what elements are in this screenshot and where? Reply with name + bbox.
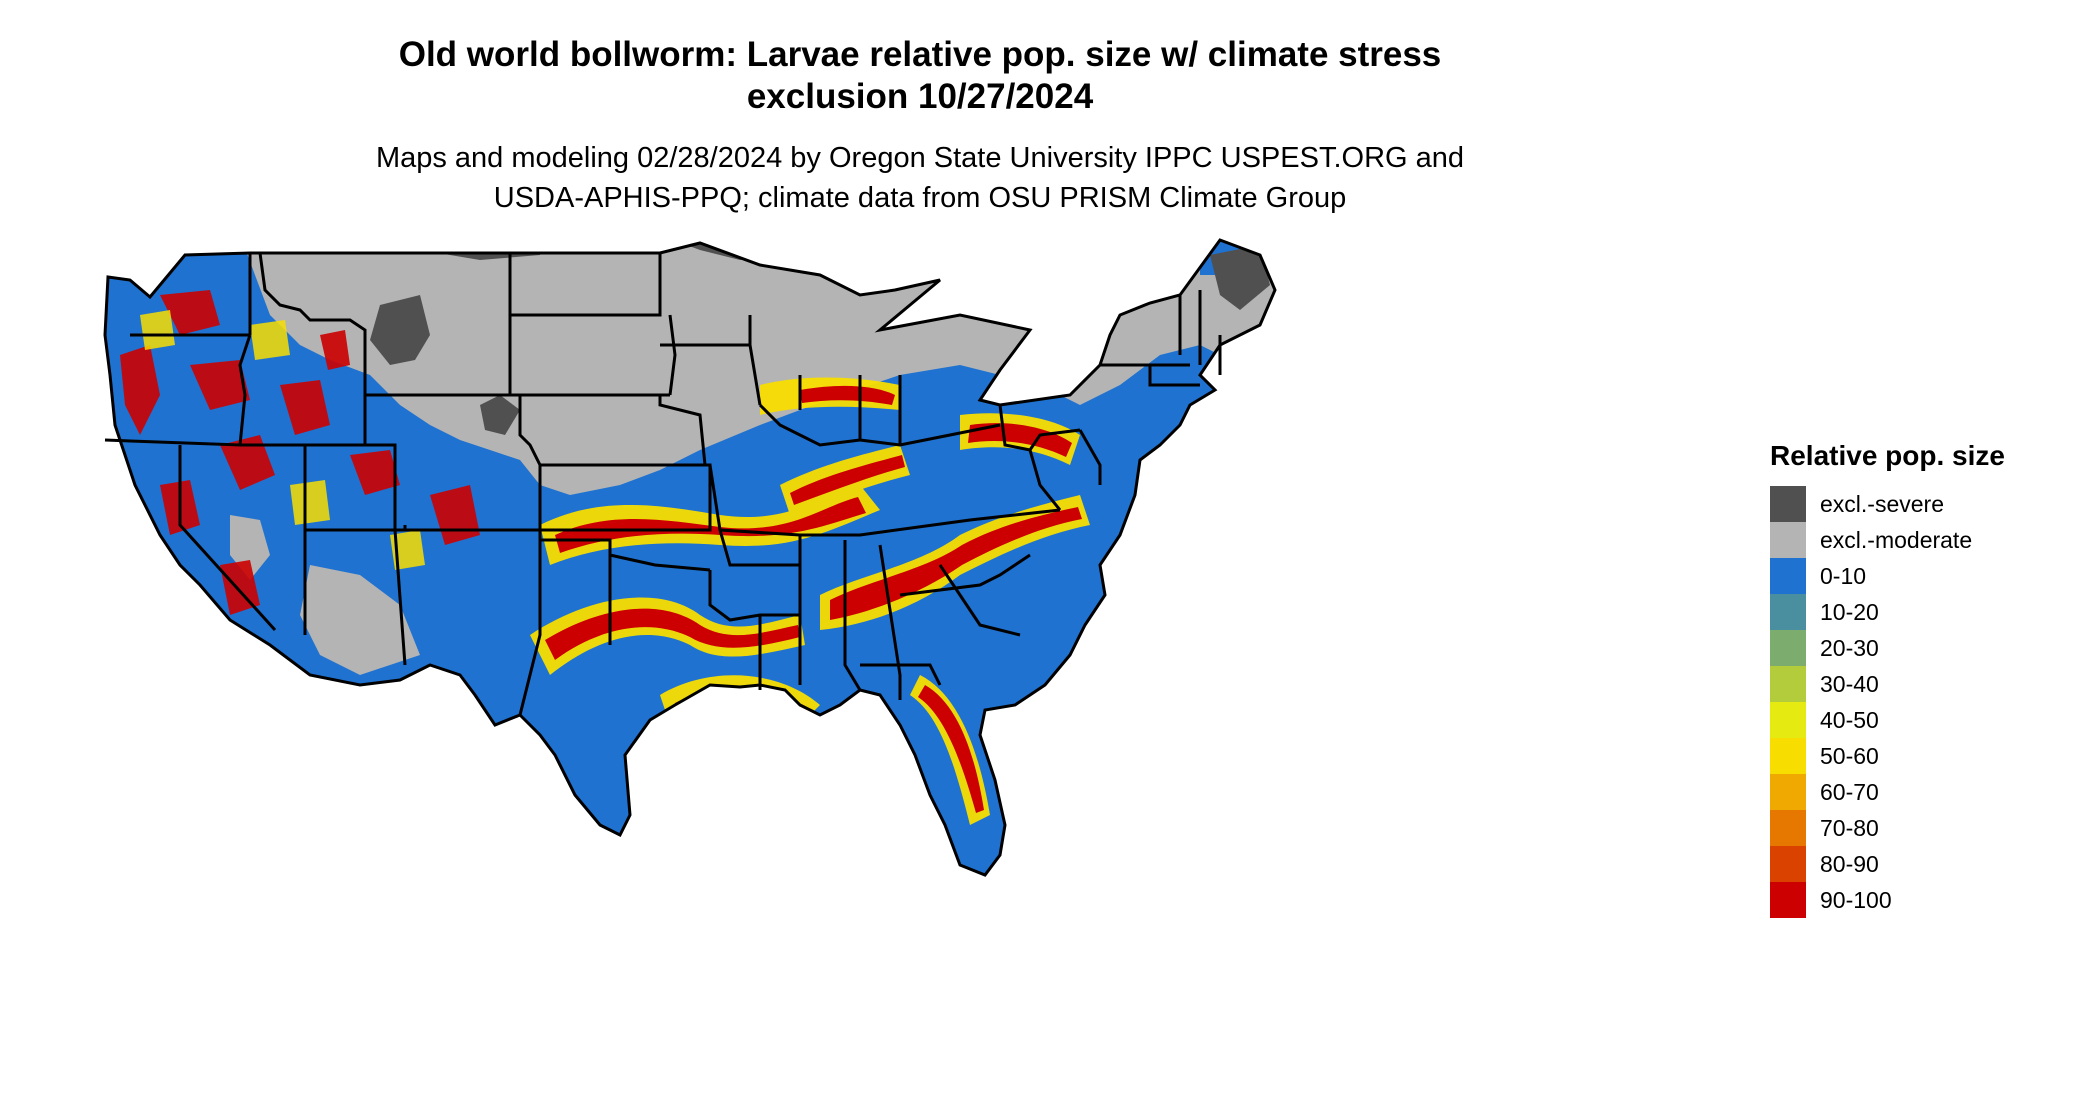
legend-item: excl.-severe [1770,486,2070,522]
legend-item: 80-90 [1770,846,2070,882]
legend-label: 70-80 [1820,814,1879,841]
legend-swatch [1770,630,1806,666]
legend-label: 90-100 [1820,886,1892,913]
legend-swatch [1770,738,1806,774]
legend-title: Relative pop. size [1770,440,2005,471]
legend-item: 20-30 [1770,630,2070,666]
title-line-1: Old world bollworm: Larvae relative pop.… [398,35,1442,74]
legend-swatch [1770,522,1806,558]
state-boundaries [103,238,1277,877]
legend-swatch [1770,486,1806,522]
legend-swatch [1770,558,1806,594]
legend-items: excl.-severe excl.-moderate 0-10 10-20 20-30… [1770,486,2070,918]
conus-map [103,238,1277,877]
legend-item: 30-40 [1770,666,2070,702]
legend-swatch [1770,810,1806,846]
subtitle-line-2: USDA-APHIS-PPQ; climate data from OSU PR… [493,182,1347,214]
legend: Relative pop. size excl.-severe excl.-mod… [1770,440,2070,918]
legend-label: 40-50 [1820,706,1879,733]
legend-item: 60-70 [1770,774,2070,810]
legend-swatch [1770,594,1806,630]
legend-label: 80-90 [1820,850,1879,877]
map-subtitle: Maps and modeling 02/28/2024 by Oregon S… [0,138,1840,218]
legend-swatch [1770,774,1806,810]
legend-label: 0-10 [1820,562,1867,589]
map-title: Old world bollworm: Larvae relative pop.… [0,34,1840,118]
subtitle-line-1: Maps and modeling 02/28/2024 by Oregon S… [375,142,1465,174]
legend-label: 50-60 [1820,742,1879,769]
legend-item: excl.-moderate [1770,522,2070,558]
legend-label: excl.-severe [1820,490,1944,517]
legend-swatch [1770,882,1806,918]
legend-item: 10-20 [1770,594,2070,630]
legend-label: 60-70 [1820,778,1879,805]
legend-item: 90-100 [1770,882,2070,918]
legend-label: 10-20 [1820,598,1879,625]
legend-swatch [1770,846,1806,882]
legend-item: 0-10 [1770,558,2070,594]
title-line-2: exclusion 10/27/2024 [746,77,1094,116]
legend-label: excl.-moderate [1820,526,1973,553]
legend-label: 30-40 [1820,670,1879,697]
legend-item: 50-60 [1770,738,2070,774]
legend-item: 40-50 [1770,702,2070,738]
legend-label: 20-30 [1820,634,1879,661]
legend-swatch [1770,702,1806,738]
legend-item: 70-80 [1770,810,2070,846]
legend-swatch [1770,666,1806,702]
